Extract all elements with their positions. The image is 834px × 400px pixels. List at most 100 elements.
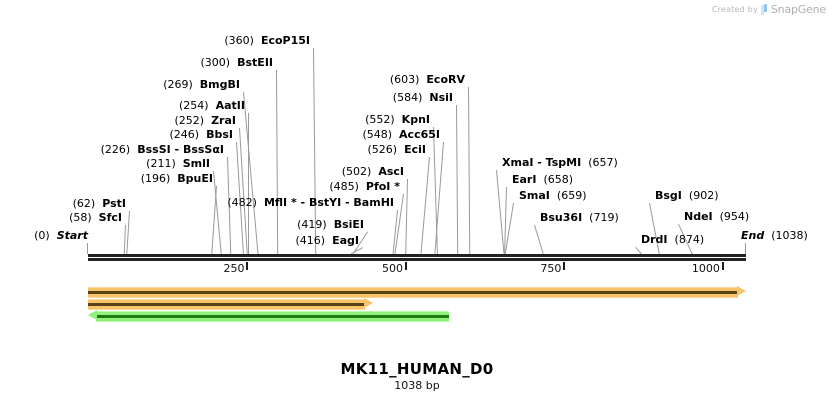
enzyme-position: (62) — [72, 197, 96, 210]
enzyme-name: BsiEI — [333, 218, 364, 231]
leader-line — [420, 156, 430, 254]
enzyme-name: SmaI — [519, 189, 550, 202]
enzyme-label-ecii[interactable]: (526) EciI — [0, 143, 427, 156]
enzyme-position: (548) — [362, 128, 393, 141]
ruler-tick-label: 250 — [223, 262, 245, 275]
enzyme-label-drdi[interactable]: DrdI (874) — [641, 234, 704, 246]
leader-line — [468, 87, 471, 255]
enzyme-label-xmai[interactable]: XmaI - TspMI (657) — [502, 157, 618, 169]
page-title: MK11_HUMAN_D0 — [340, 360, 494, 378]
enzyme-name: SmlI — [182, 157, 210, 170]
feature-arrow[interactable] — [88, 286, 746, 298]
enzyme-position: (360) — [224, 34, 254, 47]
enzyme-label-sfci[interactable]: (58) SfcI — [0, 212, 122, 224]
enzyme-position: (552) — [365, 113, 395, 126]
ruler-tick — [721, 262, 724, 270]
leader-line — [126, 210, 130, 254]
enzyme-position: (196) — [140, 172, 171, 185]
enzyme-label-asci[interactable]: (502) AscI — [0, 166, 404, 178]
enzyme-position: (482) — [227, 196, 257, 209]
enzyme-name: EagI — [332, 234, 359, 247]
enzyme-position: (246) — [169, 128, 200, 141]
start-position: (0) — [34, 229, 50, 242]
enzyme-label-mfii[interactable]: (482) MflI * - BstYI - BamHI — [0, 197, 394, 209]
enzyme-label-nsii[interactable]: (584) NsiI — [0, 92, 453, 104]
enzyme-label-bpuei[interactable]: (196) BpuEI — [0, 173, 213, 185]
enzyme-label-bmgbi[interactable]: (269) BmgBI — [0, 79, 240, 91]
ruler-tick — [404, 262, 407, 270]
sequence-length: 1038 bp — [394, 379, 440, 392]
enzyme-label-psti[interactable]: (62) PstI — [0, 198, 126, 210]
enzyme-name: EarI — [512, 173, 537, 186]
enzyme-position: (584) — [392, 91, 423, 104]
enzyme-name: DrdI — [641, 233, 668, 246]
enzyme-label-bsiei[interactable]: (419) BsiEI — [0, 219, 364, 231]
enzyme-name: EciI — [404, 143, 426, 156]
leader-line — [649, 203, 660, 255]
enzyme-name: NdeI — [684, 210, 713, 223]
enzyme-label-aatii[interactable]: (254) AatII — [0, 100, 245, 112]
ruler-tick — [563, 262, 566, 270]
enzyme-label-eagi[interactable]: (416) EagI — [0, 234, 360, 247]
enzyme-position: (252) — [174, 114, 205, 127]
end-position: (1038) — [771, 229, 808, 242]
ruler-tick — [246, 262, 249, 270]
ruler-tick-label: 1000 — [691, 262, 720, 275]
enzyme-position: (657) — [588, 156, 618, 169]
leader-line — [496, 170, 505, 255]
enzyme-name: ZraI — [211, 114, 236, 127]
enzyme-name: NsiI — [429, 91, 453, 104]
enzyme-name: BstEII — [237, 56, 273, 69]
enzyme-name: BbsI — [206, 128, 233, 141]
enzyme-position: (254) — [179, 99, 209, 112]
start-label: (0) Start — [0, 230, 88, 242]
snapgene-watermark: Created by SnapGene — [712, 3, 826, 16]
enzyme-name: EcoP15I — [260, 34, 310, 47]
enzyme-label-smai[interactable]: SmaI (659) — [519, 190, 587, 202]
end-label: End (1038) — [741, 230, 808, 242]
enzyme-label-bsgi[interactable]: BsgI (902) — [655, 190, 719, 202]
enzyme-label-kpni[interactable]: (552) KpnI — [0, 114, 430, 126]
snapgene-logo-icon — [760, 4, 768, 15]
enzyme-label-bsteii[interactable]: (300) BstEII — [0, 57, 273, 69]
leader-line — [405, 178, 408, 254]
ruler-tick-label: 750 — [540, 262, 562, 275]
enzyme-position: (526) — [367, 143, 398, 156]
enzyme-label-smli[interactable]: (211) SmlI — [0, 158, 210, 170]
enzyme-label-eari[interactable]: EarI (658) — [512, 174, 573, 186]
feature-arrow-body — [96, 311, 450, 322]
enzyme-position: (58) — [69, 211, 92, 224]
feature-arrow[interactable] — [88, 310, 450, 322]
enzyme-label-bsu36i[interactable]: Bsu36I (719) — [540, 212, 619, 224]
enzyme-label-bbsi[interactable]: (246) BbsI — [0, 128, 234, 141]
enzyme-position: (485) — [329, 180, 359, 193]
enzyme-label-bsssi[interactable]: (226) BssSI - BssSαI — [0, 144, 224, 156]
enzyme-name: PfoI * — [365, 180, 400, 193]
enzyme-position: (416) — [295, 234, 326, 247]
enzyme-position: (902) — [688, 189, 719, 202]
enzyme-label-ecorv[interactable]: (603) EcoRV — [0, 74, 465, 86]
enzyme-name: BssSI - BssSαI — [137, 143, 224, 156]
start-name: Start — [56, 229, 88, 242]
feature-arrow-head — [88, 310, 97, 320]
enzyme-label-ndei[interactable]: NdeI (954) — [684, 211, 749, 223]
enzyme-label-pfoi[interactable]: (485) PfoI * — [0, 181, 400, 193]
enzyme-position: (226) — [100, 143, 131, 156]
enzyme-name: AatII — [215, 99, 245, 112]
feature-arrow-body — [88, 287, 738, 298]
enzyme-position: (954) — [719, 210, 750, 223]
enzyme-label-ecop15i[interactable]: (360) EcoP15I — [0, 35, 310, 47]
leader-line — [534, 225, 544, 255]
enzyme-label-acc65i[interactable]: (548) Acc65I — [0, 129, 440, 141]
enzyme-position: (603) — [389, 73, 420, 86]
enzyme-position: (419) — [297, 218, 327, 231]
enzyme-position: (269) — [163, 78, 193, 91]
enzyme-label-zrai[interactable]: (252) ZraI — [0, 115, 236, 127]
feature-arrow[interactable] — [88, 298, 374, 310]
enzyme-position: (502) — [341, 165, 372, 178]
ruler-line-lower — [88, 258, 746, 261]
ruler-line-upper — [88, 254, 746, 257]
enzyme-position: (659) — [556, 189, 587, 202]
enzyme-name: AscI — [378, 165, 404, 178]
